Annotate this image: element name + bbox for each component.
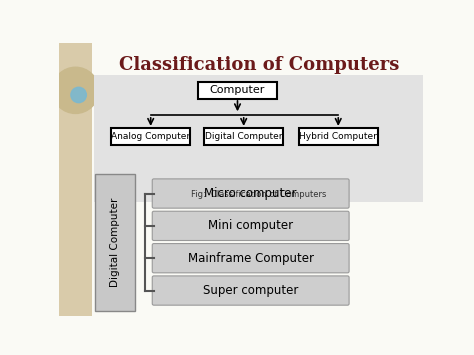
Circle shape: [52, 67, 99, 114]
FancyBboxPatch shape: [152, 179, 349, 208]
Bar: [59, 43, 92, 316]
Text: Mini computer: Mini computer: [208, 219, 293, 233]
FancyBboxPatch shape: [95, 174, 135, 311]
Text: Analog Computer: Analog Computer: [111, 132, 190, 141]
FancyBboxPatch shape: [152, 244, 349, 273]
Text: Mainframe Computer: Mainframe Computer: [188, 252, 314, 265]
FancyBboxPatch shape: [198, 82, 277, 99]
Bar: [94, 75, 423, 202]
Text: Digital Computer: Digital Computer: [205, 132, 283, 141]
FancyBboxPatch shape: [204, 128, 283, 145]
Text: Micro computer: Micro computer: [204, 187, 297, 200]
Text: Fig:  Classification of Computers: Fig: Classification of Computers: [191, 190, 326, 199]
Text: Hybrid Computer: Hybrid Computer: [299, 132, 377, 141]
FancyBboxPatch shape: [111, 128, 190, 145]
Circle shape: [71, 87, 86, 103]
FancyBboxPatch shape: [152, 276, 349, 305]
FancyBboxPatch shape: [152, 211, 349, 240]
Text: Computer: Computer: [210, 85, 265, 95]
Text: Digital Computer: Digital Computer: [110, 197, 120, 287]
Text: Classification of Computers: Classification of Computers: [119, 56, 400, 75]
FancyBboxPatch shape: [299, 128, 378, 145]
Text: Super computer: Super computer: [203, 284, 298, 297]
